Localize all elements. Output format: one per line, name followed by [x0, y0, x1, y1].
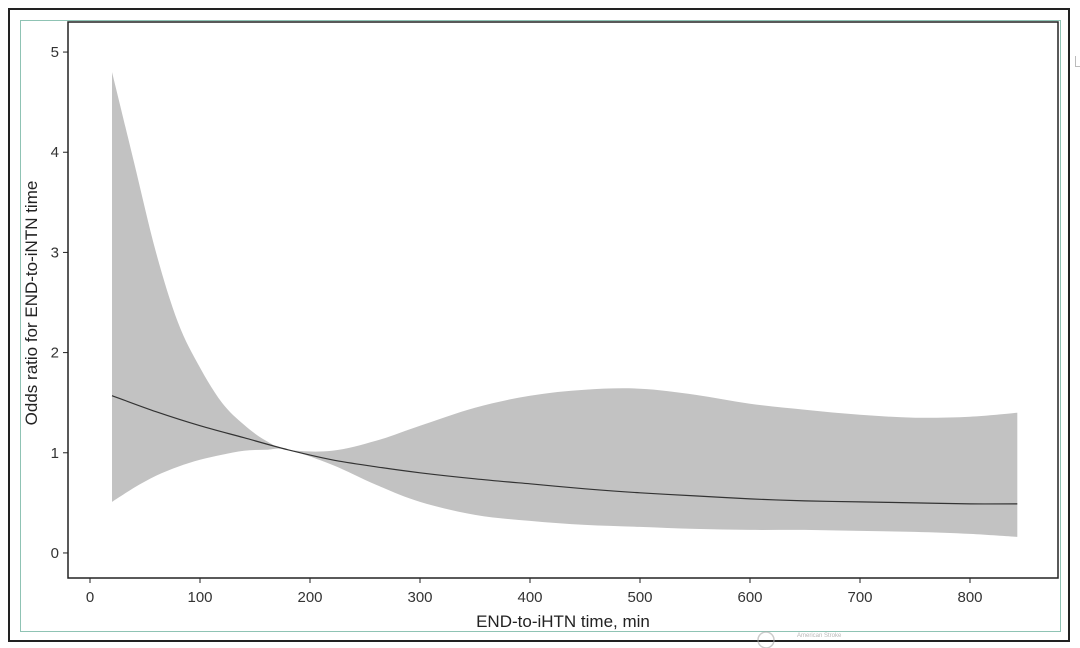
- y-tick-label: 5: [51, 44, 59, 61]
- plot-frame: [67, 21, 1059, 579]
- x-axis-title: END-to-iHTN time, min: [476, 612, 650, 631]
- x-tick-label: 400: [517, 589, 542, 606]
- logo-text: American Stroke: [797, 633, 842, 639]
- x-tick-label: 0: [86, 589, 94, 606]
- x-tick-label: 500: [627, 589, 652, 606]
- x-tick-label: 300: [407, 589, 432, 606]
- y-tick-label: 4: [51, 144, 59, 161]
- image-outer-border: [8, 8, 1070, 642]
- figure-inner-border: [20, 20, 1061, 632]
- y-axis-ticks: 0 1 2 3 4 5: [51, 44, 68, 562]
- x-tick-label: 600: [737, 589, 762, 606]
- y-axis-title: Odds ratio for END-to-iNTN time: [22, 181, 41, 426]
- confidence-band: [112, 72, 1018, 537]
- y-tick-label: 2: [51, 345, 59, 362]
- y-tick-label: 0: [51, 545, 59, 562]
- x-tick-label: 200: [297, 589, 322, 606]
- x-axis-ticks: 0 100 200 300 400 500 600 700 800: [86, 578, 983, 606]
- x-tick-label: 100: [187, 589, 212, 606]
- publisher-logo: American Stroke: [757, 631, 842, 648]
- y-tick-label: 1: [51, 445, 59, 462]
- y-tick-label: 3: [51, 244, 59, 261]
- edge-mark: [1075, 56, 1080, 67]
- x-tick-label: 700: [847, 589, 872, 606]
- heart-logo-icon: [757, 631, 775, 648]
- odds-ratio-line: [111, 395, 1018, 505]
- x-tick-label: 800: [957, 589, 982, 606]
